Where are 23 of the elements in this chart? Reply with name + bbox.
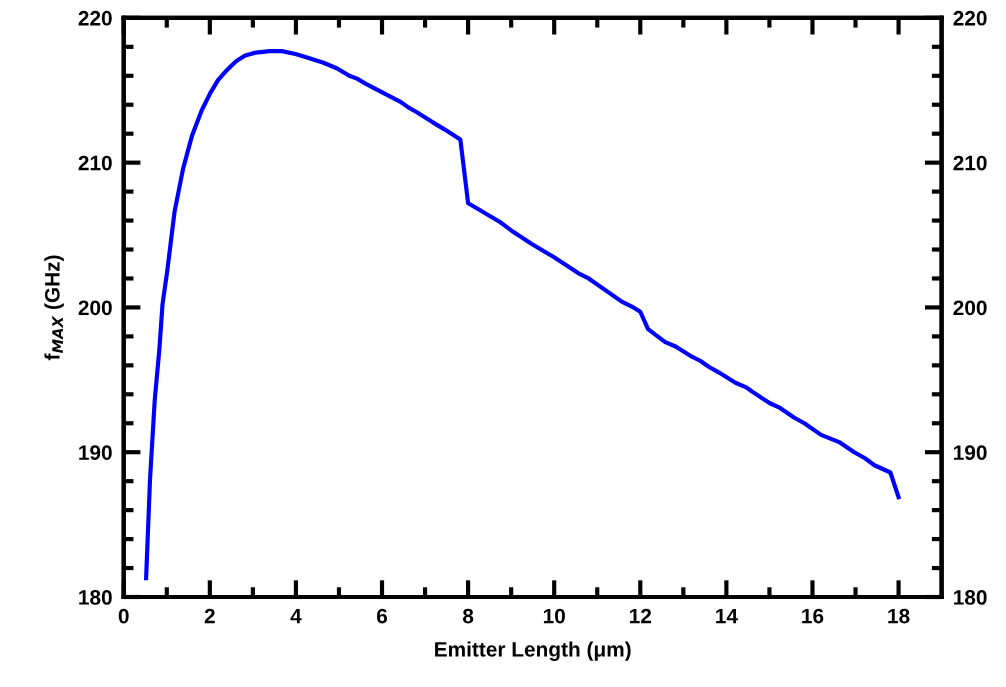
y2-tick-label: 220 (953, 10, 987, 26)
x-axis-title: Emitter Length (μm) (435, 641, 631, 661)
y2-tick-label: 210 (953, 155, 987, 171)
y-tick-label: 190 (79, 445, 112, 460)
y-tick-label: 220 (78, 10, 112, 26)
x-tick-label: 8 (462, 608, 474, 624)
y-tick-label: 200 (78, 300, 112, 316)
x-tick-label: 10 (543, 608, 565, 624)
x-tick-label: 12 (630, 608, 652, 624)
y-axis-title: f$_{MAX}$ (GHz) (44, 255, 64, 361)
y2-tick-label: 190 (954, 445, 987, 460)
y2-tick-label: 180 (954, 590, 987, 605)
x-tick-label: 14 (716, 608, 738, 624)
x-tick-label: 0 (118, 608, 129, 624)
x-tick-label: 2 (204, 608, 215, 624)
y-tick-label: 180 (79, 590, 112, 605)
y2-tick-label: 200 (953, 300, 987, 316)
x-tick-label: 6 (376, 608, 388, 624)
x-tick-label: 4 (290, 608, 302, 624)
line-series (144, 49, 901, 581)
x-tick-label: 18 (888, 608, 910, 624)
y-tick-label: 210 (78, 155, 112, 171)
x-tick-label: 16 (802, 608, 824, 624)
